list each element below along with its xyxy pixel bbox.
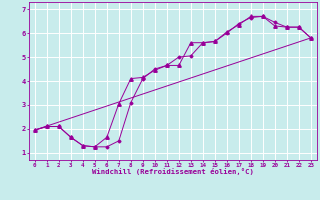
X-axis label: Windchill (Refroidissement éolien,°C): Windchill (Refroidissement éolien,°C) <box>92 168 254 175</box>
